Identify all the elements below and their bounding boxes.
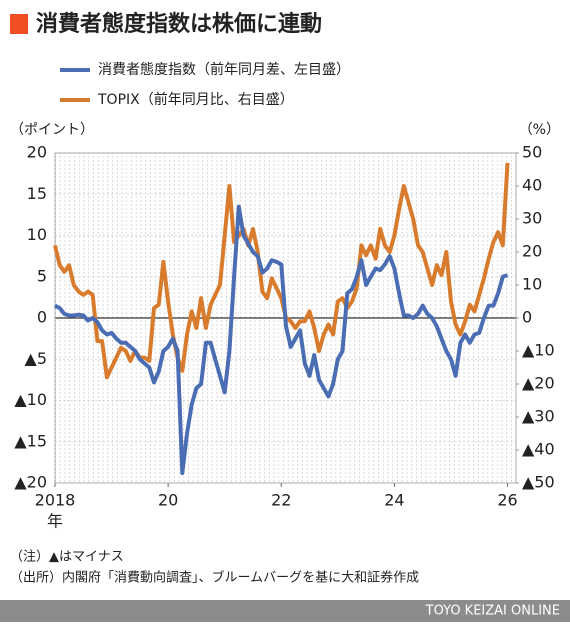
- footer-bar: [0, 600, 570, 622]
- y2-tick-label: 0: [522, 308, 532, 327]
- series-line: [53, 162, 510, 380]
- y2-tick-label: 10: [522, 275, 542, 294]
- plot-frame: [54, 152, 517, 484]
- title-marker: [10, 14, 28, 34]
- y-tick-label: ▲10: [14, 390, 47, 409]
- y2-tick-label: ▲40: [522, 440, 555, 459]
- y2-tick-label: ▲10: [522, 341, 555, 360]
- y-tick-label: ▲5: [25, 349, 47, 368]
- x-tick-label: 2018: [35, 491, 76, 510]
- y2-tick-label: 40: [522, 176, 542, 195]
- chart-title: 消費者態度指数は株価に連動: [36, 11, 322, 37]
- note: （出所）内閣府「消費動向調査」、ブルームバーグを基に大和証券作成: [10, 570, 419, 586]
- y-tick-label: 15: [27, 184, 47, 203]
- y2-tick-label: 50: [522, 143, 542, 162]
- y2-tick-label: 20: [522, 242, 542, 261]
- y2-tick-label: ▲20: [522, 374, 555, 393]
- x-tick-label: 20: [158, 491, 178, 510]
- y2-tick-label: 30: [522, 209, 542, 228]
- y2-tick-label: ▲30: [522, 407, 555, 426]
- x-tick-label: 26: [497, 491, 517, 510]
- x-tick-label: 22: [271, 491, 291, 510]
- y-tick-label: 10: [27, 225, 47, 244]
- series-line: [54, 204, 509, 476]
- footer-source: TOYO KEIZAI ONLINE: [425, 604, 560, 619]
- legend-label: TOPIX（前年同月比、右目盛）: [97, 91, 294, 108]
- y-axis-label: （ポイント）: [10, 122, 94, 138]
- y-tick-label: 20: [27, 143, 47, 162]
- y-tick-label: 0: [37, 308, 47, 327]
- y-tick-label: 5: [37, 266, 47, 285]
- y2-tick-label: ▲50: [522, 473, 555, 492]
- x-axis-label: 年: [47, 512, 63, 531]
- y-tick-label: ▲15: [14, 431, 47, 450]
- legend-label: 消費者態度指数（前年同月差、左目盛）: [98, 61, 350, 78]
- y2-axis-label: （%）: [519, 122, 560, 138]
- y-tick-label: ▲20: [14, 473, 47, 492]
- note: （注）▲はマイナス: [10, 550, 124, 565]
- x-tick-label: 24: [384, 491, 404, 510]
